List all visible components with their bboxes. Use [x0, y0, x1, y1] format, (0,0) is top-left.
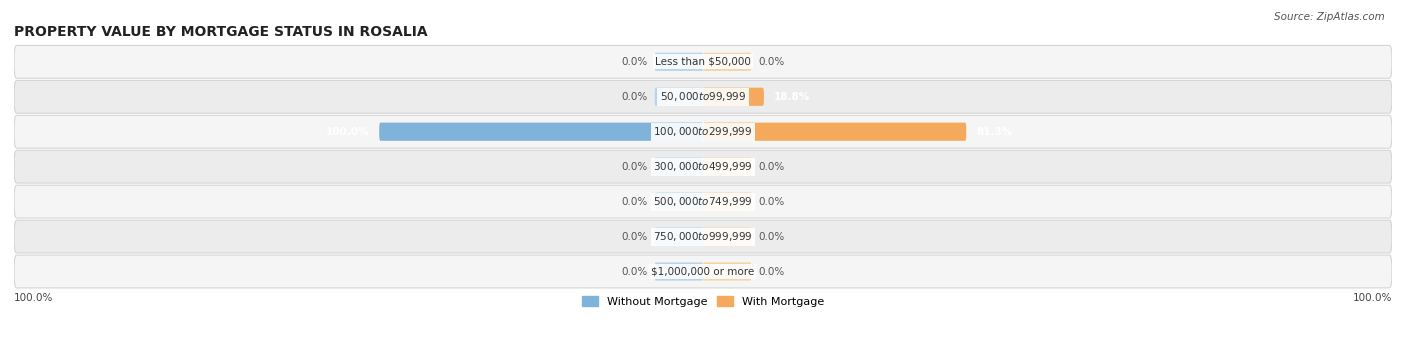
Legend: Without Mortgage, With Mortgage: Without Mortgage, With Mortgage: [578, 292, 828, 311]
FancyBboxPatch shape: [14, 80, 1392, 113]
Text: 0.0%: 0.0%: [621, 92, 648, 102]
FancyBboxPatch shape: [14, 45, 1392, 78]
FancyBboxPatch shape: [703, 227, 751, 246]
Text: $500,000 to $749,999: $500,000 to $749,999: [654, 195, 752, 208]
FancyBboxPatch shape: [703, 193, 751, 211]
FancyBboxPatch shape: [703, 158, 751, 176]
Text: 0.0%: 0.0%: [621, 197, 648, 207]
Text: Source: ZipAtlas.com: Source: ZipAtlas.com: [1274, 12, 1385, 22]
Text: 0.0%: 0.0%: [758, 267, 785, 277]
FancyBboxPatch shape: [14, 185, 1392, 218]
FancyBboxPatch shape: [655, 158, 703, 176]
FancyBboxPatch shape: [14, 255, 1392, 288]
Text: 0.0%: 0.0%: [621, 162, 648, 172]
FancyBboxPatch shape: [14, 220, 1392, 253]
Text: 81.3%: 81.3%: [977, 127, 1012, 137]
Text: 0.0%: 0.0%: [758, 232, 785, 241]
Text: 0.0%: 0.0%: [621, 232, 648, 241]
Text: $750,000 to $999,999: $750,000 to $999,999: [654, 230, 752, 243]
FancyBboxPatch shape: [703, 53, 751, 71]
FancyBboxPatch shape: [14, 150, 1392, 183]
Text: $50,000 to $99,999: $50,000 to $99,999: [659, 90, 747, 103]
FancyBboxPatch shape: [655, 263, 703, 281]
Text: 0.0%: 0.0%: [758, 162, 785, 172]
Text: 0.0%: 0.0%: [758, 57, 785, 67]
FancyBboxPatch shape: [14, 115, 1392, 148]
Text: 0.0%: 0.0%: [621, 267, 648, 277]
Text: 0.0%: 0.0%: [621, 57, 648, 67]
Text: 100.0%: 100.0%: [1353, 293, 1392, 303]
FancyBboxPatch shape: [655, 227, 703, 246]
FancyBboxPatch shape: [655, 53, 703, 71]
FancyBboxPatch shape: [703, 123, 966, 141]
Text: $100,000 to $299,999: $100,000 to $299,999: [654, 125, 752, 138]
Text: $300,000 to $499,999: $300,000 to $499,999: [654, 160, 752, 173]
Text: 18.8%: 18.8%: [775, 92, 810, 102]
FancyBboxPatch shape: [703, 88, 763, 106]
FancyBboxPatch shape: [380, 123, 703, 141]
FancyBboxPatch shape: [655, 193, 703, 211]
Text: Less than $50,000: Less than $50,000: [655, 57, 751, 67]
Text: 100.0%: 100.0%: [325, 127, 368, 137]
Text: $1,000,000 or more: $1,000,000 or more: [651, 267, 755, 277]
FancyBboxPatch shape: [655, 88, 703, 106]
Text: 0.0%: 0.0%: [758, 197, 785, 207]
FancyBboxPatch shape: [703, 263, 751, 281]
Text: PROPERTY VALUE BY MORTGAGE STATUS IN ROSALIA: PROPERTY VALUE BY MORTGAGE STATUS IN ROS…: [14, 25, 427, 39]
Text: 100.0%: 100.0%: [14, 293, 53, 303]
